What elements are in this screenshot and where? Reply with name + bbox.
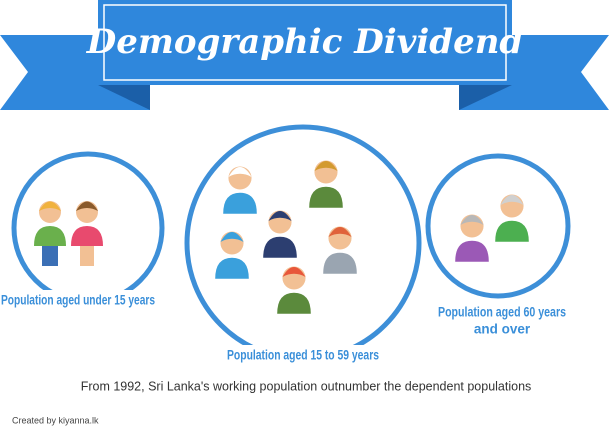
- title: Demographic Dividend: [86, 22, 524, 62]
- person-hair: [328, 226, 352, 237]
- person-body: [277, 292, 311, 314]
- person-body: [223, 192, 257, 214]
- group-label: and over: [474, 322, 531, 337]
- group-label: Population aged 15 to 59 years: [227, 348, 379, 363]
- person-hair: [39, 201, 61, 211]
- circle-elderly: [425, 153, 571, 299]
- group-label: Population aged under 15 years: [1, 293, 155, 308]
- person-body: [215, 257, 249, 279]
- ribbon-fold-right: [459, 85, 512, 110]
- person-body: [323, 252, 357, 274]
- person-body: [263, 236, 297, 258]
- person-body: [309, 186, 343, 208]
- group-label: Population aged 60 years: [438, 305, 566, 320]
- label-bg: [215, 345, 391, 365]
- person-body: [34, 226, 66, 246]
- ribbon-border: [103, 4, 507, 81]
- person-hair: [500, 194, 524, 205]
- credit: Created by kiyanna.lk: [12, 415, 99, 425]
- footer-note: From 1992, Sri Lanka's working populatio…: [81, 379, 532, 393]
- ribbon-fold-left: [98, 85, 150, 110]
- label-bg: [0, 290, 158, 310]
- person-hair: [220, 231, 244, 242]
- person-hair: [282, 266, 306, 277]
- person-legs: [42, 246, 58, 266]
- person-hair: [314, 160, 338, 171]
- label-bg: [436, 304, 570, 340]
- person-hair: [460, 214, 484, 225]
- person-hair: [268, 210, 292, 221]
- person-hair: [228, 166, 252, 177]
- person-legs: [80, 246, 94, 266]
- person-body: [455, 240, 489, 262]
- icons: [34, 160, 529, 314]
- person-hair: [76, 201, 98, 211]
- ribbon-center: [98, 0, 512, 85]
- person-body: [495, 220, 529, 242]
- person-body: [71, 226, 103, 246]
